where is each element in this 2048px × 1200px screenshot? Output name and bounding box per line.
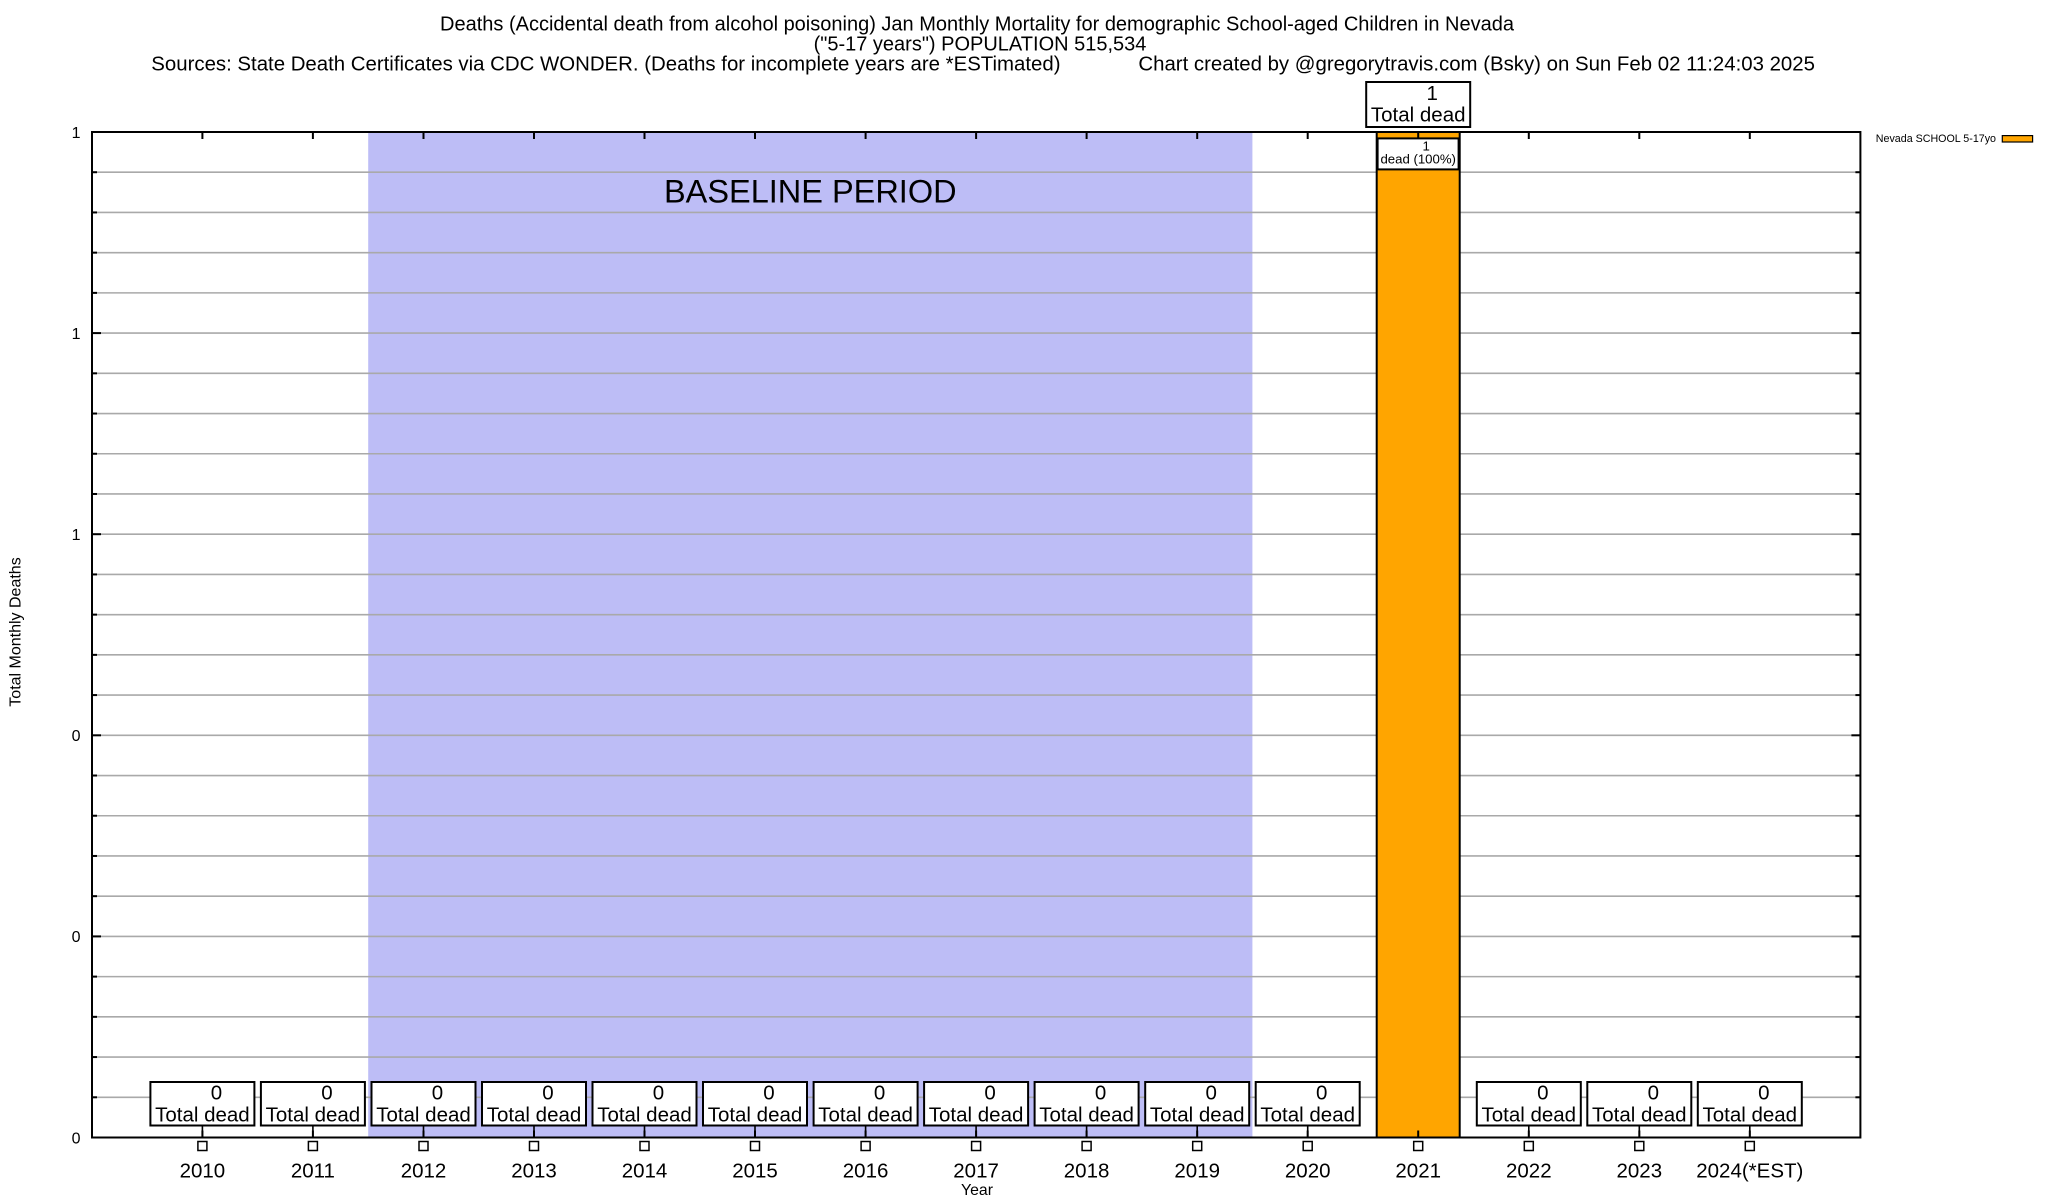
svg-text:Total dead: Total dead (1371, 104, 1466, 127)
svg-text:0: 0 (72, 728, 81, 745)
svg-text:2022: 2022 (1506, 1160, 1552, 1183)
svg-text:1: 1 (1423, 138, 1430, 153)
svg-text:Chart created by @gregorytravi: Chart created by @gregorytravis.com (Bsk… (1138, 54, 1815, 76)
svg-text:0: 0 (432, 1082, 443, 1105)
svg-text:0: 0 (321, 1082, 332, 1105)
svg-text:0: 0 (211, 1082, 222, 1105)
svg-text:1: 1 (72, 326, 81, 343)
svg-text:Total dead: Total dead (1702, 1103, 1797, 1126)
svg-text:0: 0 (1758, 1082, 1769, 1105)
svg-text:BASELINE PERIOD: BASELINE PERIOD (664, 174, 957, 210)
svg-text:Total Monthly Deaths: Total Monthly Deaths (8, 557, 25, 706)
svg-text:Total dead: Total dead (1039, 1103, 1134, 1126)
svg-text:2021: 2021 (1395, 1160, 1441, 1183)
svg-text:1: 1 (72, 125, 81, 142)
svg-text:0: 0 (984, 1082, 995, 1105)
svg-text:0: 0 (1205, 1082, 1216, 1105)
svg-text:2018: 2018 (1064, 1160, 1110, 1183)
svg-text:dead (100%): dead (100%) (1380, 152, 1456, 167)
svg-text:0: 0 (1648, 1082, 1659, 1105)
svg-text:Total dead: Total dead (266, 1103, 361, 1126)
svg-text:2014: 2014 (622, 1160, 668, 1183)
svg-text:2016: 2016 (843, 1160, 889, 1183)
svg-text:Total dead: Total dead (818, 1103, 913, 1126)
svg-text:2015: 2015 (732, 1160, 778, 1183)
svg-text:2010: 2010 (180, 1160, 226, 1183)
svg-text:Total dead: Total dead (708, 1103, 803, 1126)
svg-text:1: 1 (72, 527, 81, 544)
svg-text:0: 0 (72, 929, 81, 946)
svg-text:Sources: State Death Certifica: Sources: State Death Certificates via CD… (151, 54, 1060, 76)
svg-text:Total dead: Total dead (1150, 1103, 1245, 1126)
svg-text:2019: 2019 (1174, 1160, 1220, 1183)
svg-text:1: 1 (1426, 82, 1437, 105)
svg-text:Total dead: Total dead (597, 1103, 692, 1126)
svg-text:0: 0 (653, 1082, 664, 1105)
svg-text:Total dead: Total dead (376, 1103, 471, 1126)
svg-text:0: 0 (1537, 1082, 1548, 1105)
svg-text:0: 0 (72, 1130, 81, 1147)
svg-text:2013: 2013 (511, 1160, 557, 1183)
svg-text:Nevada SCHOOL 5-17yo: Nevada SCHOOL 5-17yo (1876, 133, 1996, 145)
svg-text:Total dead: Total dead (1260, 1103, 1355, 1126)
svg-text:Total dead: Total dead (929, 1103, 1024, 1126)
svg-text:Total dead: Total dead (1592, 1103, 1687, 1126)
svg-text:2020: 2020 (1285, 1160, 1331, 1183)
svg-text:0: 0 (1095, 1082, 1106, 1105)
svg-text:("5-17 years") POPULATION 515,: ("5-17 years") POPULATION 515,534 (814, 33, 1147, 55)
svg-text:0: 0 (763, 1082, 774, 1105)
svg-text:0: 0 (874, 1082, 885, 1105)
svg-text:2024(*EST): 2024(*EST) (1696, 1160, 1803, 1183)
svg-text:Year: Year (961, 1182, 993, 1199)
svg-text:Deaths (Accidental death from: Deaths (Accidental death from alcohol po… (440, 14, 1515, 36)
svg-text:2011: 2011 (291, 1160, 335, 1183)
svg-text:0: 0 (542, 1082, 553, 1105)
svg-text:2023: 2023 (1616, 1160, 1662, 1183)
svg-text:2017: 2017 (953, 1160, 999, 1183)
svg-text:Total dead: Total dead (155, 1103, 250, 1126)
svg-text:Total dead: Total dead (1481, 1103, 1576, 1126)
svg-text:0: 0 (1316, 1082, 1327, 1105)
svg-text:Total dead: Total dead (487, 1103, 582, 1126)
svg-text:2012: 2012 (401, 1160, 447, 1183)
